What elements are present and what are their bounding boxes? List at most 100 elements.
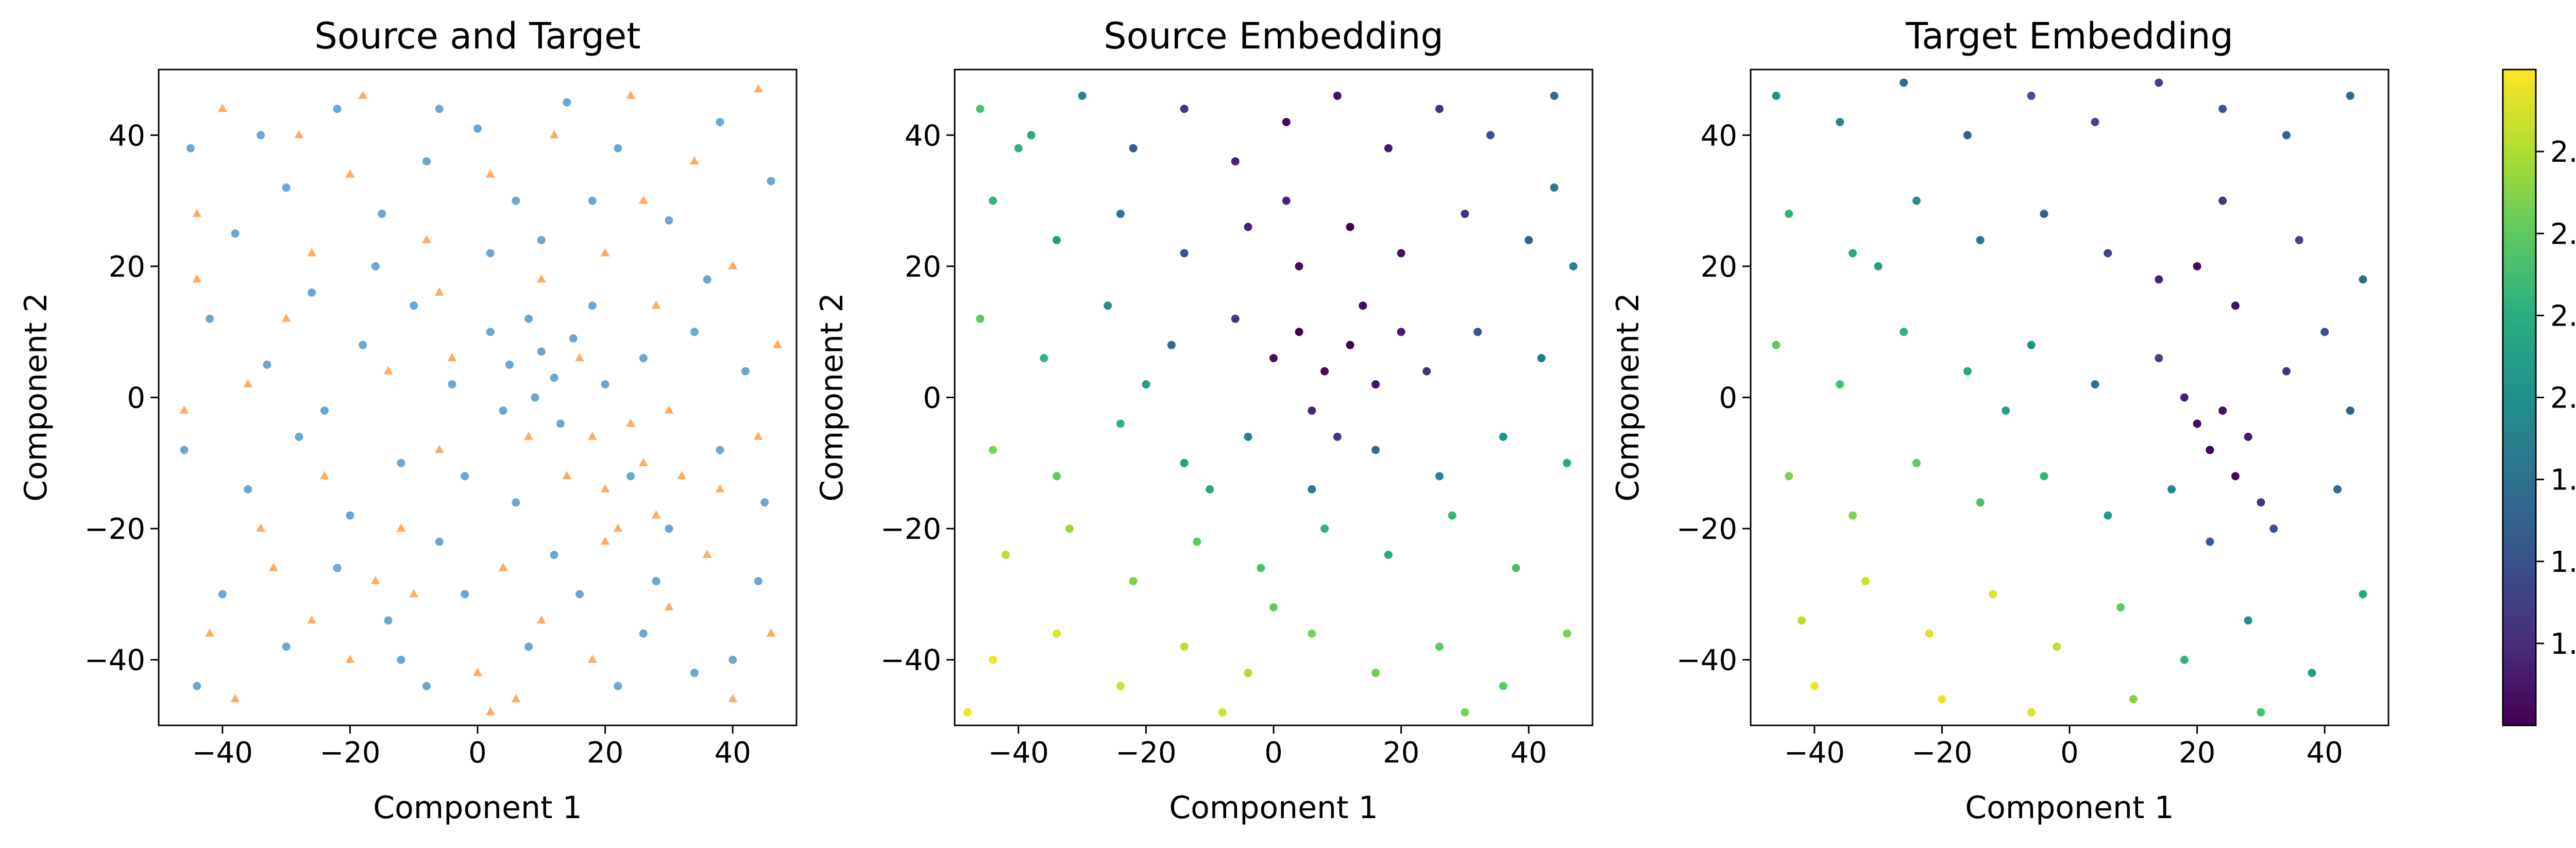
point-series-0 bbox=[569, 334, 578, 343]
point-series-1 bbox=[702, 550, 712, 558]
point-series-1 bbox=[524, 431, 534, 440]
point bbox=[1861, 576, 1870, 585]
point bbox=[1142, 380, 1150, 389]
point bbox=[2091, 380, 2099, 389]
y-tick-label: 0 bbox=[1719, 382, 1737, 415]
point-series-1 bbox=[562, 471, 572, 480]
point bbox=[1537, 354, 1546, 363]
y-axis-ticks: −40 −20 0 20 40 bbox=[84, 119, 159, 677]
point-series-1 bbox=[396, 523, 406, 532]
point bbox=[989, 196, 997, 205]
point-series-0 bbox=[550, 374, 558, 382]
point bbox=[1989, 590, 1997, 599]
point bbox=[1900, 328, 1908, 336]
point bbox=[1129, 576, 1138, 585]
point bbox=[1397, 249, 1405, 258]
y-tick-label: 20 bbox=[905, 250, 941, 284]
point-series-1 bbox=[307, 248, 317, 257]
point-series-1 bbox=[281, 313, 291, 322]
colorbar-tick-label: 2.75 bbox=[2550, 135, 2576, 169]
point-series-0 bbox=[486, 328, 495, 336]
point bbox=[2129, 695, 2138, 704]
point bbox=[1333, 91, 1342, 100]
point-series-0 bbox=[652, 576, 660, 585]
y-tick-label: −20 bbox=[880, 513, 941, 546]
point bbox=[1499, 432, 1507, 441]
point bbox=[2091, 117, 2099, 126]
point bbox=[1563, 629, 1571, 638]
point bbox=[1002, 551, 1010, 559]
point-series-1 bbox=[536, 615, 546, 624]
point-series-0 bbox=[728, 655, 737, 664]
point-series-1 bbox=[179, 405, 189, 414]
point-series-1 bbox=[575, 353, 585, 362]
point bbox=[2320, 328, 2329, 336]
colorbar-tick-label: 2.00 bbox=[2550, 382, 2576, 415]
x-tick-label: 0 bbox=[1264, 736, 1283, 770]
point bbox=[1397, 328, 1405, 336]
x-axis-ticks: −40 −20 0 20 40 bbox=[988, 725, 1547, 770]
panel-target-embedding: Target Embedding −40 −20 0 20 40 −40 −20 0 20 40… bbox=[1610, 15, 2389, 826]
point bbox=[1772, 341, 1781, 349]
point-series-1 bbox=[651, 300, 661, 309]
point-series-1 bbox=[485, 169, 495, 178]
point bbox=[2282, 367, 2291, 376]
x-tick-label: 40 bbox=[1511, 736, 1547, 770]
point-series-1 bbox=[664, 602, 674, 610]
scatter-marks bbox=[1772, 78, 2367, 717]
point bbox=[1167, 341, 1176, 349]
point-series-1 bbox=[358, 90, 368, 99]
point bbox=[1524, 235, 1533, 244]
point bbox=[1976, 235, 1985, 244]
point-series-1 bbox=[677, 471, 687, 480]
y-axis-ticks: −40 −20 0 20 40 bbox=[880, 119, 955, 677]
point-series-1 bbox=[638, 457, 648, 466]
colorbar-tick-label: 2.25 bbox=[2550, 299, 2576, 333]
point-series-1 bbox=[434, 445, 444, 453]
point-series-0 bbox=[563, 98, 571, 107]
point-series-1 bbox=[383, 366, 393, 375]
colorbar-tick-label: 1.75 bbox=[2550, 464, 2576, 497]
point-series-1 bbox=[434, 287, 444, 296]
point bbox=[2359, 590, 2367, 599]
point-series-1 bbox=[473, 668, 482, 676]
point bbox=[2218, 406, 2227, 415]
x-tick-label: −40 bbox=[988, 736, 1049, 770]
chart-title: Target Embedding bbox=[1905, 15, 2233, 57]
point-series-0 bbox=[410, 301, 418, 310]
point bbox=[1435, 472, 1444, 481]
y-tick-label: −40 bbox=[880, 644, 941, 677]
y-tick-label: 20 bbox=[1701, 250, 1737, 284]
point bbox=[1282, 117, 1291, 126]
y-tick-label: 0 bbox=[923, 382, 941, 415]
point bbox=[1874, 262, 1883, 270]
y-axis-label: Component 2 bbox=[1610, 293, 1646, 502]
point-series-0 bbox=[588, 301, 597, 310]
point bbox=[1371, 446, 1380, 454]
point-series-0 bbox=[690, 328, 699, 336]
point-series-1 bbox=[753, 84, 763, 93]
point-series-1 bbox=[319, 471, 329, 480]
point-series-1 bbox=[345, 169, 355, 178]
point-series-1 bbox=[370, 575, 380, 584]
colorbar-tick-label: 1.25 bbox=[2550, 627, 2576, 661]
point bbox=[2193, 419, 2201, 428]
point bbox=[963, 708, 972, 717]
point bbox=[1193, 537, 1201, 546]
point bbox=[1180, 459, 1189, 467]
point-series-0 bbox=[550, 551, 558, 559]
point-series-0 bbox=[461, 590, 469, 599]
point-series-1 bbox=[511, 694, 521, 703]
point-series-0 bbox=[626, 472, 635, 481]
point bbox=[1078, 91, 1087, 100]
point-series-1 bbox=[294, 130, 304, 139]
point bbox=[1027, 131, 1036, 140]
colorbar-tick-label: 2.50 bbox=[2550, 217, 2576, 251]
x-axis-ticks: −40 −20 0 20 40 bbox=[1784, 725, 2343, 770]
y-tick-label: −40 bbox=[1676, 644, 1737, 677]
point-series-0 bbox=[359, 341, 367, 349]
point-series-1 bbox=[447, 353, 457, 362]
point bbox=[1014, 144, 1023, 152]
x-tick-label: 20 bbox=[587, 736, 623, 770]
